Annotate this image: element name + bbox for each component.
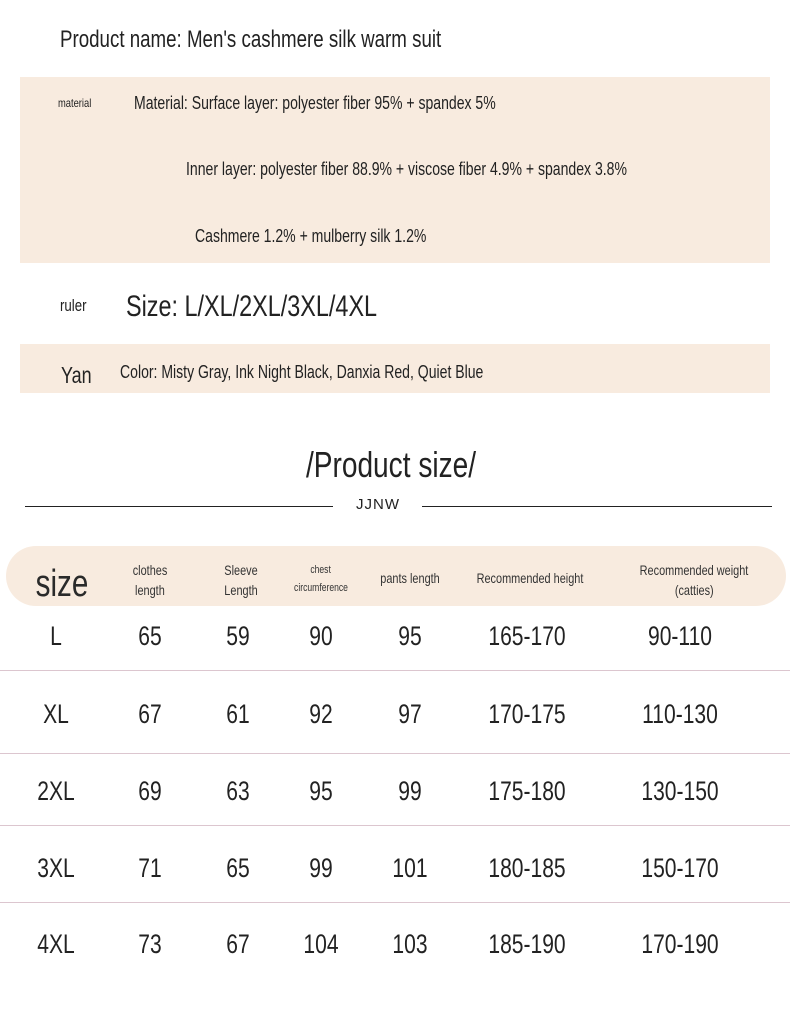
cell-clothes-length: 67 <box>138 699 162 729</box>
size-text: Size: L/XL/2XL/3XL/4XL <box>126 290 378 323</box>
cell-pants-length: 95 <box>398 621 422 651</box>
material-line-2: Inner layer: polyester fiber 88.9% + vis… <box>186 159 627 179</box>
cell-clothes-length: 71 <box>138 853 162 883</box>
cell-recommended-weight: 170-190 <box>641 929 719 959</box>
cell-size: 4XL <box>37 929 75 959</box>
cell-size: 2XL <box>37 776 75 806</box>
cell-recommended-weight: 150-170 <box>641 853 719 883</box>
cell-sleeve-length: 59 <box>226 621 250 651</box>
cell-clothes-length: 65 <box>138 621 162 651</box>
header-size: size <box>35 563 89 605</box>
cell-clothes-length: 69 <box>138 776 162 806</box>
divider-left <box>25 506 333 507</box>
cell-recommended-height: 170-175 <box>488 699 566 729</box>
header-clothes-length: clothes length <box>132 562 168 598</box>
cell-recommended-height: 185-190 <box>488 929 566 959</box>
cell-sleeve-length: 63 <box>226 776 250 806</box>
cell-recommended-height: 175-180 <box>488 776 566 806</box>
material-label: material <box>58 96 92 110</box>
cell-pants-length: 99 <box>398 776 422 806</box>
cell-size: XL <box>43 699 69 729</box>
cell-clothes-length: 73 <box>138 929 162 959</box>
product-name: Product name: Men's cashmere silk warm s… <box>60 26 442 53</box>
cell-sleeve-length: 61 <box>226 699 250 729</box>
cell-chest-circumference: 99 <box>309 853 333 883</box>
header-sleeve-length: Sleeve Length <box>224 562 258 598</box>
cell-pants-length: 101 <box>392 853 428 883</box>
material-line-1: Material: Surface layer: polyester fiber… <box>134 93 496 113</box>
section-title: /Product size/ <box>305 444 477 485</box>
header-recommended-weight: Recommended weight (catties) <box>639 562 749 598</box>
cell-recommended-weight: 130-150 <box>641 776 719 806</box>
material-line-3: Cashmere 1.2% + mulberry silk 1.2% <box>195 226 427 246</box>
cell-chest-circumference: 92 <box>309 699 333 729</box>
cell-recommended-weight: 90-110 <box>647 621 713 651</box>
cell-chest-circumference: 104 <box>303 929 339 959</box>
row-divider <box>0 670 790 671</box>
header-recommended-height: Recommended height <box>476 570 584 586</box>
cell-pants-length: 97 <box>398 699 422 729</box>
size-label: ruler <box>60 296 87 315</box>
cell-recommended-height: 180-185 <box>488 853 566 883</box>
cell-chest-circumference: 90 <box>309 621 333 651</box>
cell-pants-length: 103 <box>392 929 428 959</box>
header-pants-length: pants length <box>380 570 440 586</box>
cell-size: L <box>50 621 62 651</box>
color-label: Yan <box>61 362 92 388</box>
row-divider <box>0 825 790 826</box>
color-band <box>20 344 770 393</box>
table-header-band <box>6 546 786 606</box>
color-text: Color: Misty Gray, Ink Night Black, Danx… <box>120 362 484 382</box>
cell-recommended-weight: 110-130 <box>642 699 718 729</box>
cell-size: 3XL <box>37 853 75 883</box>
material-band <box>20 77 770 263</box>
cell-sleeve-length: 65 <box>226 853 250 883</box>
divider-right <box>422 506 772 507</box>
cell-recommended-height: 165-170 <box>488 621 566 651</box>
header-chest-circumference: chest circumference <box>294 564 348 594</box>
row-divider <box>0 902 790 903</box>
brand-logo: JJNW <box>356 496 400 513</box>
cell-chest-circumference: 95 <box>309 776 333 806</box>
row-divider <box>0 753 790 754</box>
cell-sleeve-length: 67 <box>226 929 250 959</box>
